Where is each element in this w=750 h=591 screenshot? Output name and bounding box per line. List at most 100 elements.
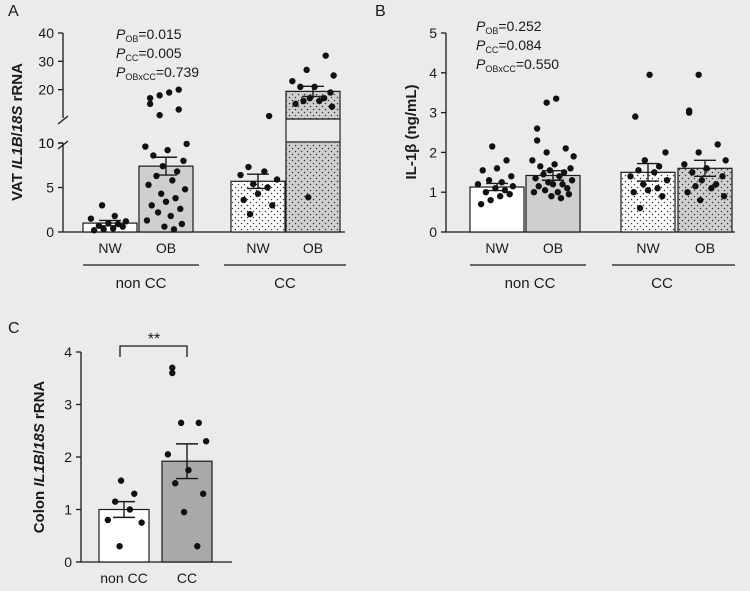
panel-b-bar-CC-nw-point [659,192,666,200]
panel-b-bar-nonCC-ob-point [543,149,550,156]
panel-b-bar-CC-nw-point [635,167,642,174]
panel-a-bar-nonCC-nw-point [87,215,95,222]
panel-a-bar-nonCC-nw-point [119,223,126,230]
panel-b-bar-nonCC-ob-point [562,145,569,152]
panel-a-stat-obxcc: POBxCC=0.739 [116,64,199,82]
panel-c-bar-noncc-point [116,543,123,550]
panel-a-axis-break-upper [57,115,69,125]
panel-a-bar-CC-ob-point [316,97,323,105]
panel-b-x-tick-label: OB [543,240,563,256]
panel-letter-c: C [8,320,20,337]
panel-b-bar-nonCC-nw-point [503,157,510,164]
panel-a-bar-nonCC-nw-point [109,225,117,232]
panel-b-bar-CC-nw-point [654,185,661,192]
panel-a-bar-nonCC-nw-point [98,202,106,209]
panel-a-bar-CC-ob-point [322,52,329,59]
panel-a-bar-nonCC-ob-point [154,209,162,216]
panel-c-colon-il1b-chart: 0 1 2 3 4 non CC CC ** Colon IL1B/18S rRNA [31,331,232,586]
panel-b-x-tick-label: NW [636,240,660,256]
panel-a-bar-nonCC-ob-point [145,181,152,189]
panel-a-bar-nonCC-ob-point [150,152,157,159]
panel-c-bar-cc-point [202,438,210,445]
panel-b-bar-CC-ob-point [698,177,706,184]
panel-b-il1b-serum-chart: 0 1 2 3 4 5 NW OB NW OB non CC CC IL-1β (ng/mL) POB=0… [403,18,735,292]
panel-b-bar-nonCC-nw [469,186,525,233]
panel-c-bar-cc-point [180,508,188,516]
panel-a-y-tick-label: 5 [46,180,54,196]
panel-b-bar-CC-nw-point [630,189,637,196]
panel-b-bar-CC-ob-point [685,107,693,114]
panel-b-bar-nonCC-nw-point [482,189,490,196]
panel-a-x-tick-label: OB [303,240,323,256]
panel-a-y-tick-label: 40 [38,25,54,41]
panel-a-bar-CC-ob-point [303,66,310,74]
panel-b-bar-nonCC-ob-point [554,189,561,196]
panel-a-bar-nonCC-ob-point [169,177,176,184]
panel-a-axis-break-lower [57,140,69,150]
panel-a-bar-nonCC-nw-point [95,222,103,229]
panel-b-bar-nonCC-ob-point [551,161,558,168]
panel-c-bar-cc-point [195,419,202,427]
panel-a-bar-nonCC-nw-point [105,219,112,227]
panel-a-bar-nonCC-ob-point [146,94,154,102]
panel-a-bar-nonCC-ob-point [156,111,163,119]
panel-b-bar-nonCC-nw-point [485,177,493,184]
panel-b-bar-nonCC-ob-point [560,169,568,176]
panel-c-y-tick-label: 0 [64,554,72,570]
panel-b-y-tick-label: 4 [429,65,437,81]
panel-a-bar-nonCC-ob-point [175,106,182,113]
panel-b-bar-nonCC-ob-point [568,177,576,184]
panel-a-bar-nonCC-ob-point [175,86,182,93]
panel-a-bar-nonCC-ob-point [159,162,167,170]
panel-b-bar-nonCC-ob-point [570,153,577,160]
panel-a-bar-CC-ob-point [328,103,336,110]
panel-letter-a: A [8,3,19,20]
panel-b-bar-CC-ob-point [720,192,728,200]
panel-b-x-tick-label: NW [485,240,509,256]
panel-a-bar-CC-nw-point [269,202,276,209]
panel-b-bar-CC-ob-point [692,183,699,190]
panel-a-stat-cc: PCC=0.005 [116,45,182,63]
panel-b-y-tick-label: 5 [429,25,437,41]
panel-b-bar-nonCC-ob-point [557,194,565,202]
panel-a-bar-nonCC-ob-point [172,194,179,202]
panel-b-group-label-noncc: non CC [505,275,556,292]
panel-b-y-tick-label: 0 [429,224,437,240]
panel-b-bar-CC-ob-point [681,161,688,168]
panel-a-bar-CC-ob-point [311,83,318,91]
panel-a-bar-CC-nw-point [237,171,244,179]
panel-a-bar-nonCC-ob-point [162,198,170,205]
panel-b-bar-nonCC-nw-point [477,200,485,208]
panel-b-bar-nonCC-nw-point [509,183,517,190]
panel-b-bar-CC-ob-point [697,196,704,204]
panel-c-bar-noncc-point [131,490,138,497]
panel-a-bar-nonCC-ob-point [178,220,186,228]
panel-a-x-tick-label: NW [98,240,122,256]
panel-b-bar-nonCC-ob-point [564,185,571,192]
panel-a-bar-CC-nw-pattern [231,181,285,232]
panel-a-bar-CC-ob-point [300,97,307,105]
panel-a-bar-nonCC-nw-point [90,227,98,234]
panel-a-bar-nonCC-ob-point [156,92,163,99]
panel-b-bar-CC-ob-point [684,189,691,196]
panel-b-bar-nonCC-ob-point [545,179,552,186]
panel-a-bar-CC-nw-point [240,196,247,204]
panel-c-y-tick-label: 4 [64,344,72,360]
panel-b-stat-obxcc: POBxCC=0.550 [476,56,559,74]
panel-b-bar-nonCC-ob-point [537,163,544,170]
panel-b-bar-nonCC-ob-point [559,181,566,188]
panel-c-x-tick-label: non CC [100,570,147,586]
panel-b-bar-nonCC-ob-point [541,187,549,194]
panel-b-bar-nonCC-nw-point [487,196,494,204]
panel-b-bar-CC-ob-point [722,157,729,164]
panel-a-bar-nonCC-ob-point [170,226,178,233]
panel-c-bar-cc-point [172,480,179,487]
panel-a-break-gap [286,119,340,143]
panel-a-bar-CC-nw-point [264,184,271,191]
panel-c-bar-cc-point [194,543,201,550]
panel-b-bar-CC-nw-point [627,173,634,180]
panel-a-bar-CC-nw-point [246,211,254,218]
panel-b-bar-CC-nw-point [646,71,653,78]
